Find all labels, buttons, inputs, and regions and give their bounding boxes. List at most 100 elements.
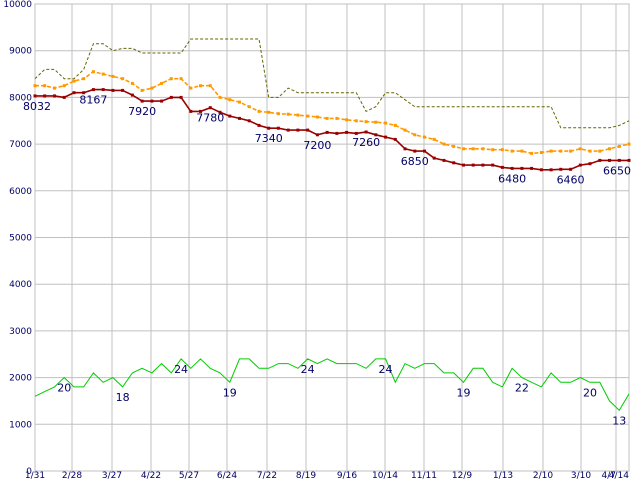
data-point xyxy=(364,120,368,124)
data-point xyxy=(218,110,222,114)
data-point xyxy=(53,94,56,98)
data-point xyxy=(491,163,495,167)
data-point xyxy=(578,163,582,167)
x-tick-label: 4/14 xyxy=(609,471,629,480)
data-point xyxy=(179,95,183,99)
series-lines xyxy=(33,38,631,412)
data-point xyxy=(247,119,251,123)
data-point xyxy=(267,110,271,114)
data-label: 7200 xyxy=(303,139,331,152)
series-line-1 xyxy=(35,70,630,155)
data-point xyxy=(569,149,573,153)
data-point xyxy=(91,70,95,74)
data-point xyxy=(179,77,183,81)
data-point xyxy=(471,147,475,151)
data-point xyxy=(286,112,290,116)
data-point xyxy=(432,156,436,160)
data-point xyxy=(208,106,212,110)
data-label: 22 xyxy=(515,382,529,395)
data-label: 20 xyxy=(583,386,597,399)
data-point xyxy=(218,95,222,99)
x-tick-label: 4/22 xyxy=(141,471,161,480)
data-point xyxy=(150,86,154,90)
data-point xyxy=(510,166,514,170)
data-point xyxy=(43,84,47,88)
data-point xyxy=(62,84,66,88)
grid xyxy=(34,3,630,472)
y-tick-label: 8000 xyxy=(9,93,32,103)
data-point xyxy=(325,130,329,134)
data-point xyxy=(140,88,144,92)
x-tick-label: 12/9 xyxy=(452,471,472,480)
data-point xyxy=(500,148,504,152)
data-point xyxy=(286,128,290,132)
y-tick-label: 9000 xyxy=(9,47,32,57)
data-label: 6850 xyxy=(401,155,429,168)
series-line-2 xyxy=(34,38,630,129)
data-point xyxy=(608,158,611,162)
data-point xyxy=(130,93,134,97)
y-tick-label: 3000 xyxy=(9,327,32,337)
y-tick-label: 2000 xyxy=(9,374,32,384)
data-point xyxy=(354,131,358,135)
data-point xyxy=(169,95,173,99)
data-point xyxy=(374,120,378,124)
data-point xyxy=(62,95,66,99)
data-label: 24 xyxy=(174,363,188,376)
x-tick-label: 10/14 xyxy=(372,471,398,480)
data-label: 6480 xyxy=(498,172,526,185)
data-point xyxy=(539,168,543,172)
data-point xyxy=(617,158,621,162)
data-point xyxy=(82,91,86,95)
y-axis: 0 1000 2000 3000 4000 5000 6000 7000 8000 9000 100… xyxy=(3,0,32,477)
data-point xyxy=(393,123,397,127)
data-point xyxy=(500,165,504,169)
data-label: 7340 xyxy=(255,132,283,145)
data-point xyxy=(569,167,573,171)
data-point xyxy=(101,88,105,92)
y-tick-label: 10000 xyxy=(3,0,32,10)
data-point xyxy=(481,147,485,151)
data-point xyxy=(530,151,534,155)
data-label: 8167 xyxy=(79,94,107,107)
data-point xyxy=(608,147,611,151)
data-point xyxy=(384,121,388,125)
x-tick-label: 5/27 xyxy=(179,471,199,480)
data-point xyxy=(101,72,105,76)
data-label: 24 xyxy=(379,363,393,376)
data-label: 7920 xyxy=(128,105,156,118)
data-point xyxy=(121,88,125,92)
y-tick-label: 6000 xyxy=(9,187,32,197)
data-point xyxy=(208,84,212,88)
data-point xyxy=(432,137,436,141)
data-point xyxy=(247,105,251,109)
x-tick-label: 8/19 xyxy=(296,471,316,480)
data-label: 6650 xyxy=(603,164,631,177)
data-point xyxy=(413,149,417,153)
data-point xyxy=(627,158,631,162)
data-point xyxy=(111,88,115,92)
data-point xyxy=(33,94,37,98)
data-point xyxy=(452,144,456,148)
data-point xyxy=(471,163,475,167)
data-point xyxy=(315,115,319,119)
x-tick-label: 11/11 xyxy=(411,471,437,480)
data-point xyxy=(393,137,397,141)
data-point xyxy=(588,162,592,166)
data-label: 8032 xyxy=(23,100,51,113)
data-point xyxy=(520,166,524,170)
data-point xyxy=(335,131,339,135)
data-point xyxy=(335,116,339,120)
data-point xyxy=(228,114,232,118)
data-label: 24 xyxy=(301,363,315,376)
data-label: 6460 xyxy=(557,173,585,186)
data-point xyxy=(413,133,417,137)
data-point xyxy=(121,77,125,81)
data-point xyxy=(72,91,76,95)
data-point xyxy=(384,135,388,139)
data-point xyxy=(306,114,310,118)
data-point xyxy=(559,167,563,171)
data-point xyxy=(189,86,193,90)
data-point xyxy=(267,126,271,130)
data-point xyxy=(111,74,115,78)
